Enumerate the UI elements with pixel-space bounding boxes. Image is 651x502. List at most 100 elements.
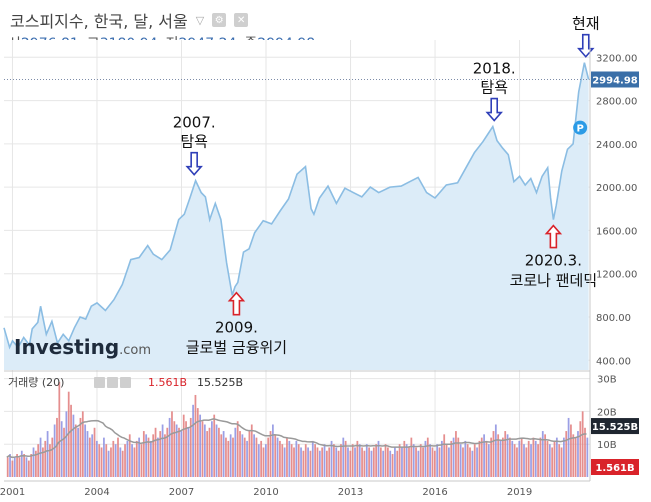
volume-bar	[138, 437, 140, 477]
volume-bar	[225, 437, 227, 477]
x-axis-tick-label: 2013	[338, 487, 363, 498]
volume-bar	[492, 431, 495, 477]
volume-bar	[372, 447, 375, 477]
volume-bar	[182, 414, 185, 477]
volume-bar	[107, 450, 110, 477]
volume-bar	[253, 434, 255, 477]
volume-bar	[100, 447, 103, 477]
volume-bar	[121, 450, 124, 477]
volume-bar	[84, 424, 87, 477]
price-axis-tick-label: 1600.00	[596, 226, 637, 237]
price-line[interactable]	[3, 62, 590, 350]
x-axis-tick-label: 2010	[253, 487, 278, 498]
volume-bar	[396, 450, 399, 477]
chevron-down-icon[interactable]: ▽	[195, 13, 205, 27]
volume-bar	[300, 447, 302, 477]
volume-bar	[316, 447, 319, 477]
x-axis-tick-label: 2016	[422, 487, 447, 498]
volume-bar	[173, 421, 176, 477]
volume-bar	[534, 440, 537, 477]
volume-bar	[86, 431, 89, 477]
volume-bar	[349, 450, 352, 477]
volume-bar	[365, 444, 368, 477]
annotation-a2009-line1: 2009.	[215, 319, 258, 337]
volume-bar	[546, 440, 549, 477]
volume-bar	[445, 444, 448, 477]
volume-bar	[9, 454, 11, 477]
volume-bar	[586, 437, 589, 477]
volume-bar	[530, 444, 532, 477]
volume-bar	[185, 421, 187, 477]
volume-bar	[330, 440, 333, 477]
volume-bar	[314, 444, 317, 477]
volume-bar	[222, 431, 225, 477]
volume-bar	[464, 440, 467, 477]
annotation-a2020-line1: 2020.3.	[525, 252, 582, 270]
price-axis-tick-label: 400.00	[596, 356, 631, 367]
volume-bar	[81, 411, 84, 477]
volume-bar	[375, 444, 378, 477]
x-axis-tick-label: 2007	[169, 487, 194, 498]
volume-bar	[466, 444, 469, 477]
arrow-up-icon	[227, 291, 246, 316]
annotation-a2020-line2: 코로나 팬데믹	[510, 272, 598, 290]
volume-bar	[257, 444, 260, 477]
volume-bar	[288, 440, 291, 477]
arrow-down-icon	[577, 33, 595, 58]
volume-bar	[192, 404, 194, 477]
volume-bar	[142, 431, 145, 477]
volume-bar	[426, 437, 429, 477]
volume-bar	[272, 424, 274, 477]
volume-bar	[248, 431, 251, 477]
arrow-down-icon	[185, 151, 203, 176]
volume-bar	[358, 444, 361, 477]
volume-bar	[309, 450, 312, 477]
event-marker-icon[interactable]	[573, 120, 588, 135]
volume-axis-tick-label: 20B	[597, 407, 617, 418]
volume-bar	[333, 444, 335, 477]
close-icon[interactable]	[120, 377, 131, 388]
volume-bar	[189, 417, 192, 477]
close-icon[interactable]: ✕	[234, 13, 249, 27]
volume-bar	[39, 437, 42, 477]
volume-bar	[218, 427, 220, 477]
annotation-a2018-line1: 2018.	[473, 60, 516, 78]
volume-bar	[60, 421, 63, 477]
volume-legend-label: 거래량 (20)	[8, 376, 64, 389]
x-axis-tick-label: 2004	[84, 487, 109, 498]
volume-bar	[480, 437, 483, 477]
volume-bar	[417, 450, 420, 477]
volume-bar	[20, 450, 23, 477]
volume-bar	[403, 440, 406, 477]
volume-bar	[126, 440, 129, 477]
volume-bar	[297, 444, 300, 477]
volume-bar	[131, 444, 133, 477]
volume-bar	[95, 440, 98, 477]
volume-bar	[415, 447, 417, 477]
volume-bar	[302, 450, 305, 477]
volume-bar	[98, 444, 101, 477]
volume-bar	[6, 457, 9, 477]
volume-bar	[119, 447, 122, 477]
volume-bar	[187, 427, 190, 477]
volume-bar	[215, 424, 218, 477]
annotation-a2009-line2: 글로벌 금융위기	[186, 339, 287, 357]
volume-bar	[398, 444, 401, 477]
volume-bar	[227, 440, 230, 477]
visibility-icon[interactable]	[94, 377, 105, 388]
settings-gear-icon[interactable]: ⚙	[212, 13, 227, 27]
instrument-title[interactable]: 코스피지수, 한국, 달, 서울	[10, 12, 188, 31]
volume-bar	[128, 434, 131, 477]
volume-bar	[544, 434, 546, 477]
event-marker-label: P	[576, 124, 583, 135]
volume-bar	[260, 440, 263, 477]
volume-bar	[135, 440, 138, 477]
volume-bar	[377, 440, 380, 477]
annotation-a2007-line1: 2007.	[173, 114, 216, 132]
volume-bar	[77, 427, 79, 477]
volume-bar	[469, 447, 471, 477]
settings-gear-icon[interactable]	[107, 377, 118, 388]
volume-bar	[337, 450, 340, 477]
volume-bar	[74, 424, 77, 477]
